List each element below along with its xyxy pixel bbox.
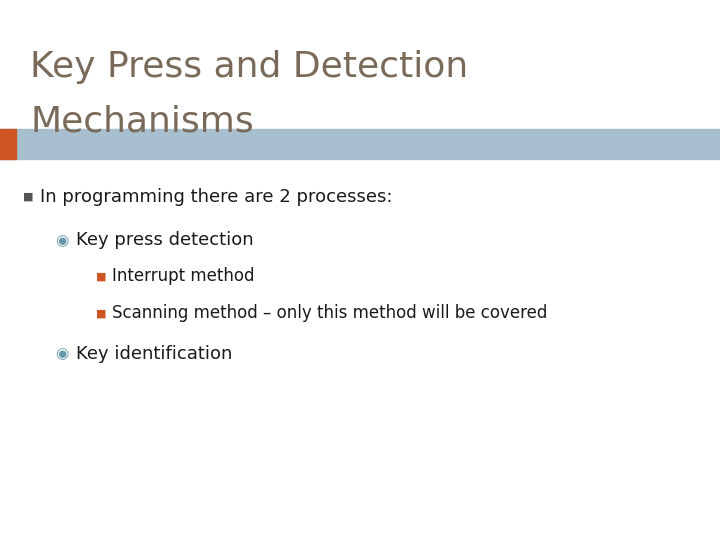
Bar [0,129,720,159]
Text: ■: ■ [23,192,34,202]
Text: Scanning method – only this method will be covered: Scanning method – only this method will … [112,304,547,322]
Text: In programming there are 2 processes:: In programming there are 2 processes: [40,188,392,206]
Text: Mechanisms: Mechanisms [30,105,254,138]
Text: Interrupt method: Interrupt method [112,267,254,286]
Text: Key identification: Key identification [76,345,232,363]
Text: ■: ■ [96,272,107,281]
Text: ◉: ◉ [55,233,68,248]
Text: Key press detection: Key press detection [76,231,253,249]
Text: ■: ■ [96,308,107,318]
Bar [0,129,16,159]
Text: ◉: ◉ [55,346,68,361]
Text: Key Press and Detection: Key Press and Detection [30,51,469,84]
